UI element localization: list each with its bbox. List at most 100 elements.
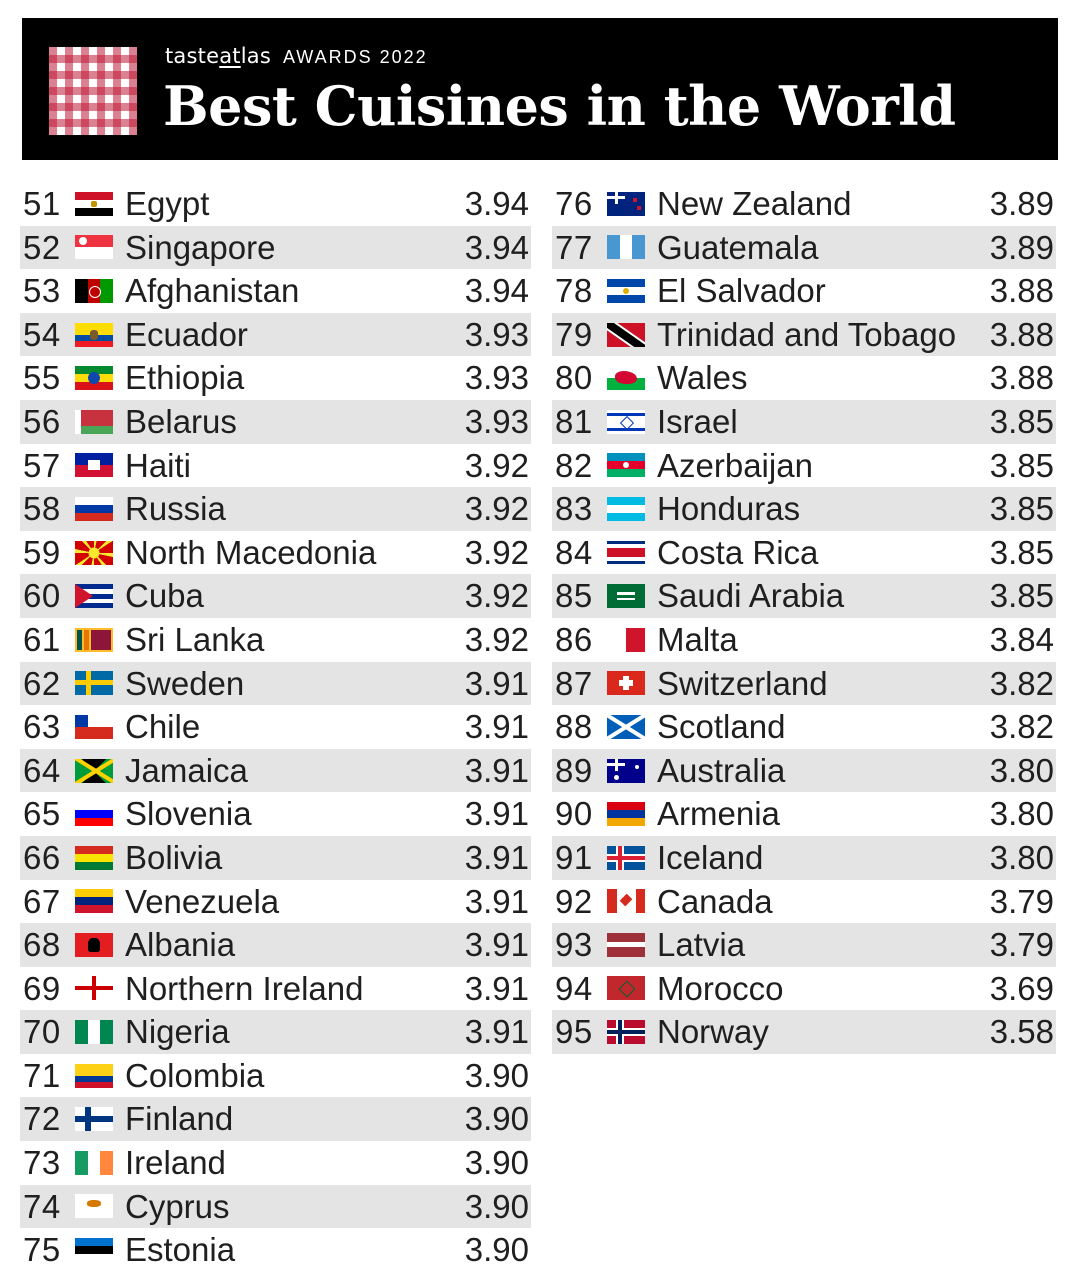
ranking-row: 57 Haiti 3.92 — [20, 444, 531, 488]
saudi-arabia-flag-icon — [607, 584, 645, 609]
score-value: 3.85 — [989, 446, 1054, 484]
rank-number: 51 — [23, 185, 61, 222]
country-name: Wales — [657, 359, 748, 397]
country-name: Venezuela — [125, 882, 280, 920]
score-value: 3.94 — [464, 228, 529, 266]
slovenia-flag-icon — [75, 802, 113, 827]
score-value: 3.80 — [989, 838, 1054, 876]
rank-number: 68 — [23, 926, 61, 964]
ranking-row: 92 Canada 3.79 — [552, 880, 1056, 924]
ranking-row: 76 New Zealand 3.89 — [552, 182, 1056, 226]
brand-line: tasteatlas AWARDS 2022 — [165, 44, 428, 72]
rank-number: 85 — [555, 577, 593, 615]
rank-number: 70 — [23, 1013, 61, 1051]
rank-number: 65 — [23, 795, 61, 833]
score-value: 3.79 — [989, 882, 1054, 920]
score-value: 3.92 — [464, 446, 529, 484]
country-name: Haiti — [125, 446, 192, 484]
score-value: 3.82 — [989, 708, 1054, 746]
country-name: New Zealand — [657, 185, 852, 222]
score-value: 3.92 — [464, 533, 529, 571]
malta-flag-icon — [607, 627, 645, 652]
iceland-flag-icon — [607, 845, 645, 870]
northern-ireland-flag-icon — [75, 976, 113, 1001]
rank-number: 93 — [555, 926, 593, 964]
score-value: 3.85 — [989, 577, 1054, 615]
guatemala-flag-icon — [607, 235, 645, 260]
country-name: Cuba — [125, 577, 204, 615]
country-name: Azerbaijan — [657, 446, 813, 484]
ranking-row: 54 Ecuador 3.93 — [20, 312, 531, 357]
chile-flag-icon — [75, 714, 113, 739]
ranking-row: 91 Iceland 3.80 — [552, 835, 1056, 880]
rank-number: 84 — [555, 533, 593, 571]
rank-number: 59 — [23, 533, 61, 571]
sweden-flag-icon — [75, 671, 113, 696]
score-value: 3.91 — [464, 926, 529, 964]
latvia-flag-icon — [607, 932, 645, 957]
rank-number: 78 — [555, 272, 593, 310]
ranking-row: 60 Cuba 3.92 — [20, 574, 531, 618]
score-value: 3.91 — [464, 1013, 529, 1051]
estonia-flag-icon — [75, 1238, 113, 1263]
country-name: North Macedonia — [125, 533, 377, 571]
rank-number: 90 — [555, 795, 593, 833]
belarus-flag-icon — [75, 409, 113, 434]
rank-number: 67 — [23, 882, 61, 920]
rank-number: 87 — [555, 664, 593, 702]
norway-flag-icon — [607, 1020, 645, 1045]
country-name: Canada — [657, 882, 773, 920]
country-name: Scotland — [657, 708, 786, 746]
rank-number: 80 — [555, 359, 593, 397]
rank-number: 94 — [555, 969, 593, 1007]
country-name: Australia — [657, 751, 786, 789]
costa-rica-flag-icon — [607, 540, 645, 565]
score-value: 3.92 — [464, 490, 529, 528]
country-name: Latvia — [657, 926, 746, 964]
ranking-row: 70 Nigeria 3.91 — [20, 1010, 531, 1054]
country-name: Iceland — [657, 838, 764, 876]
score-value: 3.79 — [989, 926, 1054, 964]
ranking-row: 59 North Macedonia 3.92 — [20, 531, 531, 575]
cuba-flag-icon — [75, 584, 113, 609]
rank-number: 60 — [23, 577, 61, 615]
rank-number: 81 — [555, 402, 593, 440]
country-name: Jamaica — [125, 751, 248, 789]
score-value: 3.85 — [989, 402, 1054, 440]
rank-number: 77 — [555, 228, 593, 266]
ranking-row: 56 Belarus 3.93 — [20, 399, 531, 444]
ranking-row: 95 Norway 3.58 — [552, 1010, 1056, 1054]
score-value: 3.92 — [464, 620, 529, 658]
score-value: 3.91 — [464, 882, 529, 920]
azerbaijan-flag-icon — [607, 453, 645, 478]
ranking-row: 82 Azerbaijan 3.85 — [552, 444, 1056, 488]
bolivia-flag-icon — [75, 845, 113, 870]
country-name: Ireland — [125, 1144, 226, 1182]
country-name: Northern Ireland — [125, 969, 364, 1007]
score-value: 3.69 — [989, 969, 1054, 1007]
ranking-row: 75 Estonia 3.90 — [20, 1228, 531, 1272]
score-value: 3.88 — [989, 315, 1054, 353]
albania-flag-icon — [75, 932, 113, 957]
rank-number: 91 — [555, 838, 593, 876]
ranking-column-right: 76 New Zealand 3.89 77 Guatemala 3.89 78 El Sal… — [552, 182, 1056, 1054]
jamaica-flag-icon — [75, 758, 113, 783]
country-name: Egypt — [125, 185, 210, 222]
score-value: 3.92 — [464, 577, 529, 615]
ranking-row: 67 Venezuela 3.91 — [20, 880, 531, 924]
rank-number: 74 — [23, 1187, 61, 1225]
tablecloth-logo-icon — [49, 47, 137, 135]
score-value: 3.85 — [989, 533, 1054, 571]
country-name: Albania — [125, 926, 236, 964]
score-value: 3.91 — [464, 708, 529, 746]
country-name: Norway — [657, 1013, 769, 1051]
ranking-row: 85 Saudi Arabia 3.85 — [552, 574, 1056, 618]
rank-number: 83 — [555, 490, 593, 528]
score-value: 3.90 — [464, 1100, 529, 1138]
score-value: 3.91 — [464, 969, 529, 1007]
country-name: Russia — [125, 490, 226, 528]
rank-number: 92 — [555, 882, 593, 920]
rank-number: 69 — [23, 969, 61, 1007]
rank-number: 64 — [23, 751, 61, 789]
ranking-row: 53 Afghanistan 3.94 — [20, 269, 531, 313]
